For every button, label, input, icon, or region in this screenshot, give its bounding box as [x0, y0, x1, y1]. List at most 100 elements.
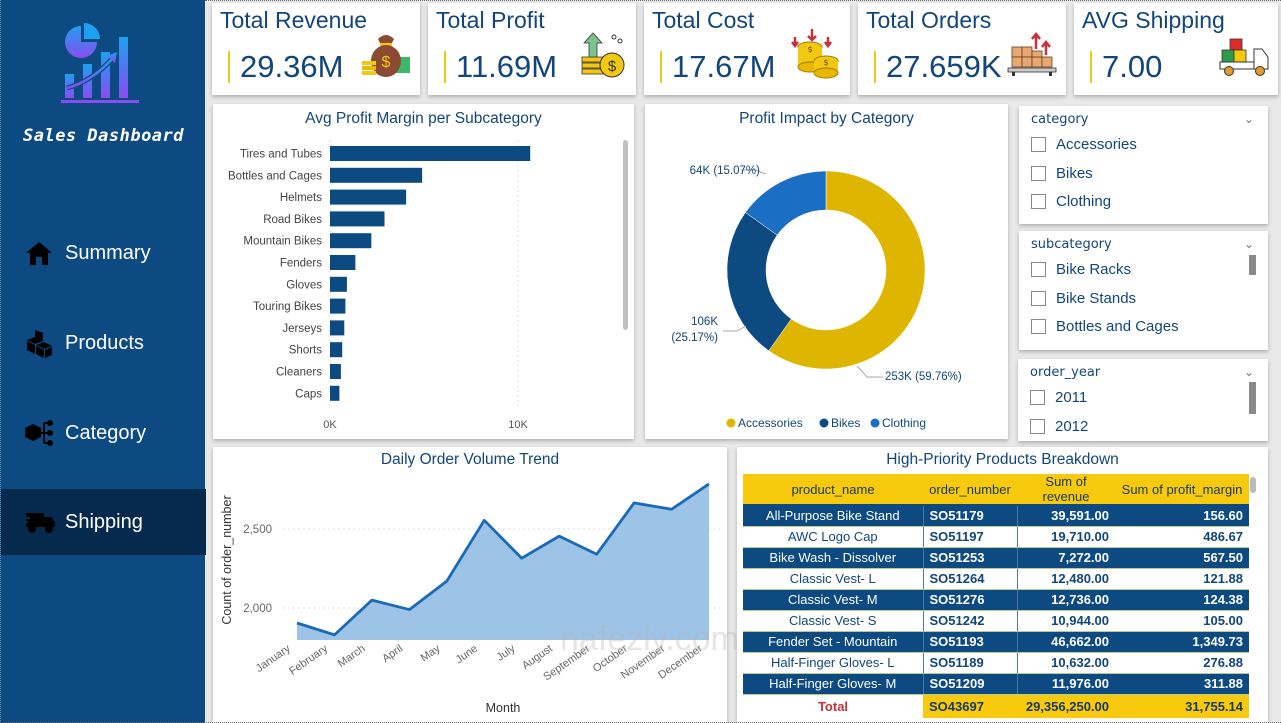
chevron-down-icon[interactable]: ⌄	[1243, 365, 1254, 379]
chart-title: Daily Order Volume Trend	[380, 451, 560, 468]
column-header[interactable]: order_number	[923, 474, 1017, 506]
chevron-down-icon[interactable]: ⌄	[1243, 112, 1254, 126]
nav-label: Summary	[65, 241, 151, 264]
column-header[interactable]: Sum of revenue	[1017, 474, 1115, 506]
kpi-card-total-orders: Total Orders 27.659K	[858, 3, 1066, 95]
column-header[interactable]: product_name	[743, 474, 923, 506]
nav-category[interactable]: Category	[1, 400, 206, 466]
chevron-down-icon[interactable]: ⌄	[1243, 237, 1254, 251]
x-tick-label: 0K	[323, 419, 337, 431]
svg-text:$: $	[823, 58, 828, 67]
bar-category-label: Gloves	[286, 279, 322, 291]
nav-shipping[interactable]: Shipping	[1, 489, 206, 555]
slicer-option[interactable]: 2012	[1030, 418, 1088, 435]
donut-chart-svg: 253K (59.76%) 106K (25.17%) 64K (15.07%) Acc…	[671, 165, 962, 430]
checkbox[interactable]	[1031, 262, 1046, 277]
bar-category-label: Mountain Bikes	[243, 236, 322, 248]
slicer-scrollbar[interactable]	[1249, 255, 1256, 275]
table-row[interactable]: All-Purpose Bike Stand SO51179 39,591.00 15…	[743, 505, 1249, 527]
bar	[330, 211, 385, 227]
slicer-option[interactable]: Bike Racks	[1031, 261, 1131, 278]
table-row[interactable]: Half-Finger Gloves- M SO51209 11,976.00 311…	[743, 673, 1249, 695]
legend-label: Accessories	[738, 416, 803, 430]
checkbox[interactable]	[1031, 291, 1046, 306]
kpi-value: 7.00	[1090, 51, 1162, 83]
checkbox[interactable]	[1030, 390, 1045, 405]
slicer-option[interactable]: Bottles and Cages	[1031, 318, 1179, 335]
revenue-cell: 46,662.00	[1016, 631, 1115, 653]
coins-down-icon: $ $	[791, 29, 839, 79]
chart-title: Profit Impact by Category	[739, 110, 914, 127]
checkbox[interactable]	[1031, 137, 1046, 152]
label-leader-line	[741, 169, 767, 175]
bar-category-label: Shorts	[289, 345, 322, 357]
bar	[330, 189, 407, 205]
bar	[330, 364, 341, 379]
order-number-cell: SO51179	[922, 505, 1017, 527]
donut-data-label: 64K (15.07%)	[690, 165, 760, 177]
donut-slice	[726, 212, 792, 352]
order-number-cell: SO51189	[922, 652, 1017, 674]
product-name-cell: Classic Vest- S	[743, 610, 923, 632]
column-header[interactable]: Sum of profit_margin	[1115, 474, 1249, 506]
slicer-order-year: order_year ⌄ 2011 2012	[1018, 359, 1268, 441]
product-name-cell: Classic Vest- L	[743, 568, 923, 590]
label-leader-line	[723, 325, 747, 332]
revenue-cell: 10,944.00	[1016, 610, 1115, 632]
revenue-cell: 39,591.00	[1016, 505, 1115, 527]
table-row[interactable]: Fender Set - Mountain SO51193 46,662.00 1,3…	[743, 631, 1249, 653]
canvas-border	[205, 0, 1281, 1]
profit-margin-cell: 156.60	[1115, 505, 1249, 527]
area-line	[296, 482, 710, 637]
product-name-cell: Half-Finger Gloves- L	[743, 652, 923, 674]
kpi-value: 11.69M	[444, 51, 557, 83]
products-table: product_name order_number Sum of revenue…	[743, 474, 1249, 718]
checkbox[interactable]	[1031, 166, 1046, 181]
table-high-priority-products: High-Priority Products Breakdown product…	[737, 447, 1268, 723]
table-row[interactable]: Classic Vest- M SO51276 12,736.00 124.38	[743, 589, 1249, 611]
area-fill	[297, 483, 709, 640]
checkbox[interactable]	[1031, 319, 1046, 334]
slicer-option[interactable]: 2011	[1030, 389, 1087, 406]
table-row[interactable]: AWC Logo Cap SO51197 19,710.00 486.67	[743, 526, 1249, 548]
slicer-option[interactable]: Bikes	[1031, 165, 1093, 182]
donut-data-label: 106K	[691, 316, 718, 328]
table-row[interactable]: Classic Vest- S SO51242 10,944.00 105.00	[743, 610, 1249, 632]
product-name-cell: All-Purpose Bike Stand	[743, 505, 923, 527]
slicer-option[interactable]: Bike Stands	[1031, 290, 1136, 307]
profit-margin-cell: 567.50	[1115, 547, 1249, 569]
slicer-option[interactable]: Accessories	[1031, 136, 1137, 153]
y-tick-label: 2,000	[243, 603, 272, 615]
nav-label: Shipping	[65, 510, 143, 533]
order-number-cell: SO51276	[922, 589, 1017, 611]
profit-margin-cell: 105.00	[1115, 610, 1249, 632]
bar-category-label: Road Bikes	[263, 214, 322, 226]
order-number-cell: SO51253	[922, 547, 1017, 569]
profit-margin-cell: 1,349.73	[1115, 631, 1249, 653]
table-row[interactable]: Classic Vest- L SO51264 12,480.00 121.88	[743, 568, 1249, 590]
table-scrollbar[interactable]	[1250, 477, 1256, 493]
donut-data-label: (25.17%)	[671, 332, 718, 344]
checkbox[interactable]	[1030, 419, 1045, 434]
table-row[interactable]: Bike Wash - Dissolver SO51253 7,272.00 567.…	[743, 547, 1249, 569]
total-order-number: SO43697	[923, 694, 1017, 718]
order-number-cell: SO51242	[922, 610, 1017, 632]
slicer-option[interactable]: Clothing	[1031, 193, 1111, 210]
checkbox[interactable]	[1031, 194, 1046, 209]
kpi-card-avg-shipping: AVG Shipping 7.00	[1074, 3, 1278, 95]
total-profit-margin: 31,755.14	[1115, 694, 1249, 718]
chart-scrollbar[interactable]	[623, 140, 628, 330]
bar	[330, 385, 340, 401]
category-tree-icon	[21, 418, 57, 448]
table-row[interactable]: Half-Finger Gloves- L SO51189 10,632.00 276…	[743, 652, 1249, 674]
truck-icon	[21, 507, 57, 537]
nav-products[interactable]: Products	[1, 310, 206, 376]
nav-summary[interactable]: Summary	[1, 220, 206, 286]
product-name-cell: Fender Set - Mountain	[743, 631, 923, 653]
product-name-cell: Bike Wash - Dissolver	[743, 547, 923, 569]
sidebar: Sales Dashboard Summary Products Categor…	[0, 0, 206, 723]
kpi-title: Total Revenue	[220, 7, 368, 33]
slicer-scrollbar[interactable]	[1249, 382, 1256, 414]
kpi-title: Total Profit	[436, 7, 545, 33]
